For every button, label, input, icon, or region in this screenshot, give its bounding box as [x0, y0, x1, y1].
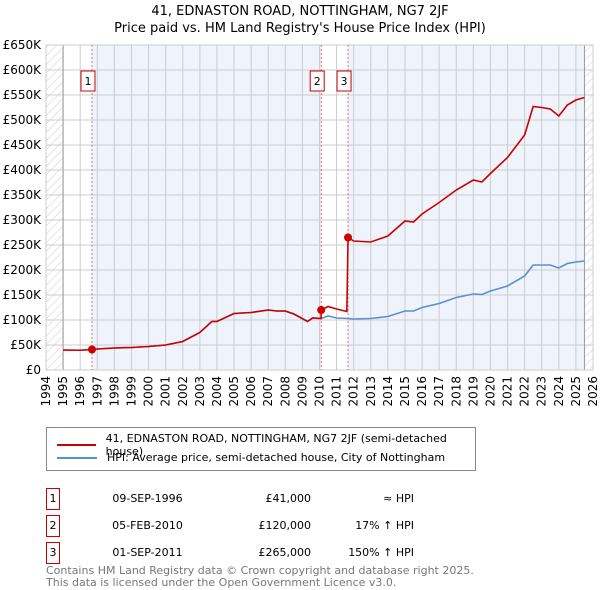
ownership-shade	[348, 45, 585, 370]
x-tick-label: 1997	[90, 376, 104, 407]
x-tick-label: 2019	[466, 376, 480, 407]
x-tick-label: 2010	[313, 376, 327, 407]
sale-annotation-label: 3	[341, 75, 348, 88]
sale-price: £120,000	[258, 519, 312, 532]
chart-subtitle: Price paid vs. HM Land Registry's House …	[114, 21, 486, 36]
x-tick-label: 2015	[398, 376, 412, 407]
x-tick-label: 1996	[73, 376, 87, 407]
legend: 41, EDNASTON ROAD, NOTTINGHAM, NG7 2JF (…	[46, 427, 476, 471]
sale-date: 05-FEB-2010	[112, 519, 183, 532]
x-tick-label: 1995	[56, 376, 70, 407]
sale-price: £41,000	[265, 492, 312, 505]
y-tick-label: £150K	[3, 288, 43, 302]
footer-copyright: Contains HM Land Registry data © Crown c…	[46, 564, 474, 577]
legend-property: 41, EDNASTON ROAD, NOTTINGHAM, NG7 2JF (…	[105, 432, 447, 458]
sale-point	[344, 233, 353, 242]
y-tick-label: £50K	[10, 338, 42, 352]
chart: £0 £50K £100K £150K £200K £250K £300K £350K £400…	[3, 38, 600, 407]
y-tick-label: £400K	[3, 163, 43, 177]
x-tick-label: 2020	[483, 376, 497, 407]
x-tick-label: 2017	[432, 376, 446, 407]
x-tick-label: 2007	[261, 376, 275, 407]
sale-row: 3 01-SEP-2011 £265,000 150% ↑ HPI	[46, 542, 446, 566]
x-tick-label: 2001	[159, 376, 173, 407]
sale-hpi: 150% ↑ HPI	[348, 546, 414, 559]
y-tick-label: £200K	[3, 263, 43, 277]
y-tick-label: £650K	[3, 38, 43, 52]
x-tick-label: 2008	[278, 376, 292, 407]
y-tick-label: £600K	[3, 63, 43, 77]
sale-annotation-box	[336, 70, 352, 92]
x-tick-label: 2013	[364, 376, 378, 407]
y-tick-label: £0	[26, 363, 41, 377]
x-tick-label: 2004	[210, 376, 224, 407]
plot-border	[45, 44, 594, 371]
x-tick-label: 2012	[347, 376, 361, 407]
x-tick-label: 2002	[176, 376, 190, 407]
sale-row: 2 05-FEB-2010 £120,000 17% ↑ HPI	[46, 515, 446, 539]
sale-hpi: 17% ↑ HPI	[355, 519, 414, 532]
sale-annotation-box	[80, 70, 96, 92]
legend-hpi: HPI: Average price, semi-detached house,…	[107, 451, 446, 464]
x-tick-label: 2021	[501, 376, 515, 407]
x-tick-label: 1998	[107, 376, 121, 407]
y-tick-label: £550K	[3, 88, 43, 102]
sale-row: 1 09-SEP-1996 £41,000 ≈ HPI	[46, 488, 446, 512]
sale-annotation-label: 1	[84, 75, 91, 88]
x-tick-label: 2011	[330, 376, 344, 407]
legend-blue-line	[57, 456, 97, 459]
property-price-line	[63, 96, 585, 352]
y-tick-label: £450K	[3, 138, 43, 152]
x-tick-label: 2009	[295, 376, 309, 407]
sale-date: 01-SEP-2011	[112, 546, 183, 559]
y-tick-label: £250K	[3, 238, 43, 252]
hatch-before	[46, 45, 64, 370]
sale-annotation-label: 2	[314, 75, 321, 88]
x-tick-label: 1999	[124, 376, 138, 407]
sale-annotation-box	[309, 70, 325, 92]
x-tick-label: 2024	[552, 376, 566, 407]
x-tick-label: 2014	[381, 376, 395, 407]
x-tick-label: 2005	[227, 376, 241, 407]
footer-licence: This data is licensed under the Open Gov…	[46, 576, 397, 589]
sale-badge: 2	[46, 515, 60, 537]
y-tick-label: £300K	[3, 213, 43, 227]
sale-price: £265,000	[258, 546, 312, 559]
sale-badge: 3	[46, 542, 60, 564]
ownership-shade	[91, 45, 322, 370]
x-tick-label: 2000	[142, 376, 156, 407]
y-tick-label: £350K	[3, 188, 43, 202]
x-tick-label: 2026	[586, 376, 600, 407]
sale-point	[317, 306, 326, 314]
hatch-after	[584, 45, 593, 370]
sale-badge: 1	[46, 488, 60, 510]
x-tick-label: 2006	[244, 376, 258, 407]
y-tick-label: £100K	[3, 313, 43, 327]
footer: Contains HM Land Registry data © Crown c…	[46, 565, 474, 589]
legend-red-line	[57, 444, 96, 446]
x-tick-label: 2003	[193, 376, 207, 407]
sale-hpi: ≈ HPI	[383, 492, 414, 505]
x-tick-label: 2016	[415, 376, 429, 407]
sale-point	[87, 345, 96, 354]
sale-date: 09-SEP-1996	[112, 492, 183, 505]
chart-title: 41, EDNASTON ROAD, NOTTINGHAM, NG7 2JF	[151, 4, 449, 19]
x-tick-label: 2018	[449, 376, 463, 407]
y-tick-label: £500K	[3, 113, 43, 127]
x-tick-label: 2025	[569, 376, 583, 407]
x-tick-label: 2023	[535, 376, 549, 407]
x-tick-label: 2022	[518, 376, 532, 407]
x-tick-label: 1994	[39, 376, 53, 407]
